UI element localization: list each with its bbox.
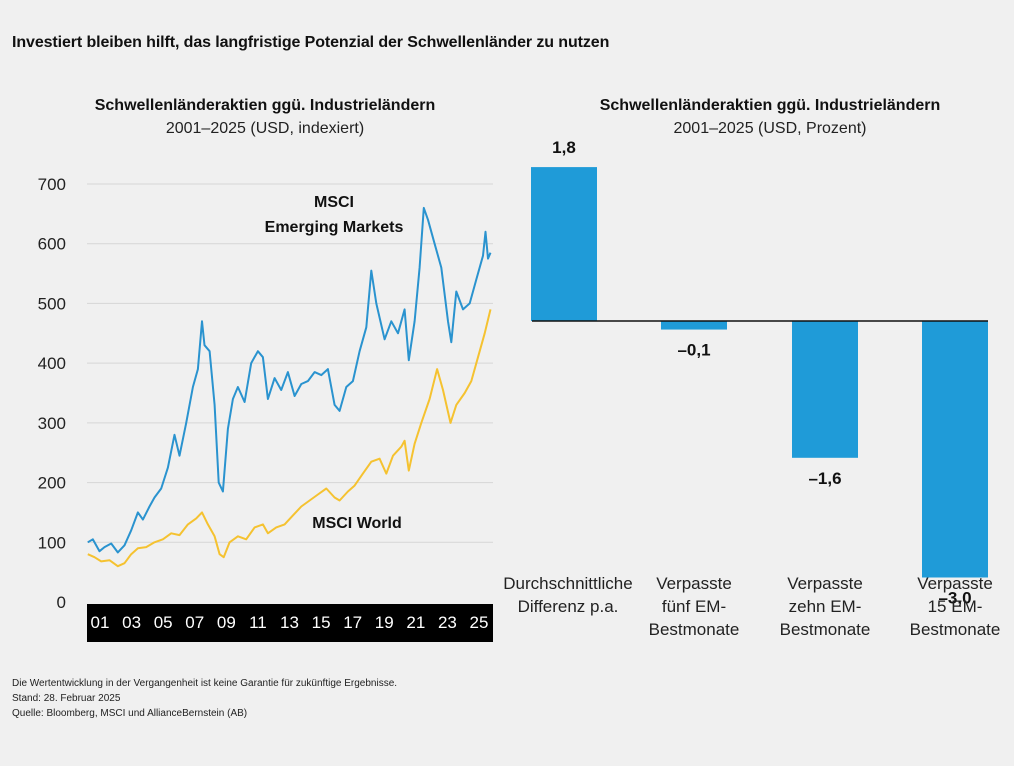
- bar-category-label: Durchschnittliche: [503, 574, 632, 593]
- x-tick-label: 21: [406, 613, 425, 632]
- bar-category-label: Bestmonate: [780, 620, 871, 639]
- y-tick-label: 500: [38, 294, 66, 313]
- msci-em-line: [87, 206, 492, 554]
- y-tick-label: 400: [38, 354, 66, 373]
- bar-category-label: Verpasste: [656, 574, 732, 593]
- bar-value-label: –3,0: [938, 589, 971, 608]
- x-tick-label: 17: [343, 613, 362, 632]
- bar-chart-title: Schwellenländeraktien ggü. Industrieländ…: [599, 97, 941, 114]
- x-tick-label: 09: [217, 613, 236, 632]
- x-tick-label: 13: [280, 613, 299, 632]
- bar-category-label: fünf EM-: [662, 597, 726, 616]
- bar: [531, 167, 597, 321]
- msci-world-label: MSCI World: [312, 515, 401, 532]
- footnote-disclaimer: Die Wertentwicklung in der Vergangenheit…: [12, 678, 398, 689]
- x-tick-label: 05: [154, 613, 173, 632]
- bar: [661, 321, 727, 330]
- x-tick-label: 25: [470, 613, 489, 632]
- bar-category-label: Differenz p.a.: [518, 597, 619, 616]
- y-tick-label: 300: [38, 414, 66, 433]
- msci-em-label: MSCI: [314, 194, 354, 211]
- bar-category-label: Bestmonate: [649, 620, 740, 639]
- bar: [792, 321, 858, 458]
- line-chart-title: Schwellenländeraktien ggü. Industrieländ…: [94, 97, 436, 114]
- line-chart-subtitle: 2001–2025 (USD, indexiert): [165, 120, 365, 137]
- bar-value-label: –0,1: [677, 341, 710, 360]
- x-axis-band: [87, 604, 493, 642]
- bar-chart: 1,8 Durchschnittliche Differenz p.a. –0,1 Ve…: [503, 138, 1000, 639]
- bar-category-label: Verpasste: [917, 574, 993, 593]
- bar: [922, 321, 988, 578]
- bar-value-label: –1,6: [808, 469, 841, 488]
- x-tick-label: 23: [438, 613, 457, 632]
- bar-category-label: zehn EM-: [789, 597, 862, 616]
- footnote-date: Stand: 28. Februar 2025: [12, 693, 121, 704]
- bar-category-label: 15 EM-: [928, 597, 983, 616]
- msci-em-label: Emerging Markets: [265, 219, 404, 236]
- x-tick-label: 11: [249, 613, 267, 632]
- x-tick-label: 01: [91, 613, 110, 632]
- page-title: Investiert bleiben hilft, das langfristi…: [12, 34, 610, 51]
- bar-value-label: 1,8: [552, 138, 576, 157]
- msci-world-line: [87, 309, 492, 568]
- footnote-source: Quelle: Bloomberg, MSCI und AllianceBern…: [12, 708, 248, 719]
- y-tick-label: 100: [38, 533, 66, 552]
- bar-category-label: Verpasste: [787, 574, 863, 593]
- x-tick-label: 07: [185, 613, 204, 632]
- line-chart: 0 100 200 300 400 500 600 700 01 03 05 07 09 11 13 15 17…: [38, 175, 493, 642]
- x-tick-label: 15: [312, 613, 331, 632]
- y-tick-label: 600: [38, 235, 66, 254]
- x-tick-label: 03: [122, 613, 141, 632]
- bar-chart-subtitle: 2001–2025 (USD, Prozent): [673, 120, 867, 137]
- y-tick-label: 0: [57, 593, 66, 612]
- x-tick-label: 19: [375, 613, 394, 632]
- y-tick-label: 700: [38, 175, 66, 194]
- bar-category-label: Bestmonate: [910, 620, 1001, 639]
- y-tick-label: 200: [38, 474, 66, 493]
- right-edge: [1014, 0, 1024, 766]
